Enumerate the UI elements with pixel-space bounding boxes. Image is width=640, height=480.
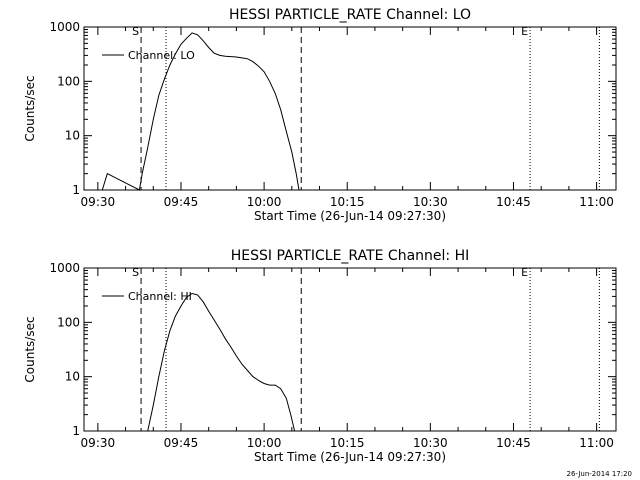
y-tick-label: 1: [72, 183, 80, 197]
chart-title: HESSI PARTICLE_RATE Channel: LO: [229, 7, 471, 23]
marker-label: S: [132, 266, 139, 279]
plot-frame: [83, 26, 617, 191]
render-timestamp: 26-Jun-2014 17:20: [566, 470, 633, 478]
x-tick-label: 11:00: [579, 436, 614, 450]
x-tick-label: 09:30: [81, 195, 116, 209]
y-tick-label: 10: [65, 129, 80, 143]
y-tick-label: 1000: [49, 261, 80, 275]
x-tick-label: 10:30: [413, 195, 448, 209]
panel-hi: HESSI PARTICLE_RATE Channel: HI 09:30 09:4…: [23, 248, 617, 464]
y-tick-label: 100: [57, 74, 80, 88]
y-tick-label: 10: [65, 370, 80, 384]
legend-label: Channel: LO: [128, 49, 195, 62]
y-tick-label: 1000: [49, 20, 80, 34]
x-axis-label: Start Time (26-Jun-14 09:27:30): [254, 450, 446, 464]
x-tick-label: 09:30: [81, 436, 116, 450]
series-line: [147, 292, 296, 432]
chart-title: HESSI PARTICLE_RATE Channel: HI: [231, 248, 469, 264]
x-tick-label: 10:15: [330, 195, 365, 209]
x-tick-label: 10:00: [247, 436, 282, 450]
marker-label: E: [521, 25, 528, 38]
y-tick-label: 1: [72, 424, 80, 438]
y-tick-label: 100: [57, 315, 80, 329]
y-axis-label: Counts/sec: [23, 75, 37, 141]
x-tick-label: 10:15: [330, 436, 365, 450]
x-tick-label: 10:00: [247, 195, 282, 209]
x-tick-label: 10:45: [496, 436, 531, 450]
panel-lo: HESSI PARTICLE_RATE Channel: LO 09:30 09:4…: [23, 7, 617, 223]
legend-label: Channel: HI: [128, 290, 192, 303]
series-line: [84, 32, 300, 191]
x-tick-label: 11:00: [579, 195, 614, 209]
x-axis-label: Start Time (26-Jun-14 09:27:30): [254, 209, 446, 223]
marker-label: E: [521, 266, 528, 279]
x-tick-label: 10:30: [413, 436, 448, 450]
marker-label: S: [132, 25, 139, 38]
x-tick-label: 10:45: [496, 195, 531, 209]
plot-frame: [83, 267, 617, 432]
x-tick-label: 09:45: [164, 436, 199, 450]
x-tick-label: 09:45: [164, 195, 199, 209]
y-axis-label: Counts/sec: [23, 316, 37, 382]
